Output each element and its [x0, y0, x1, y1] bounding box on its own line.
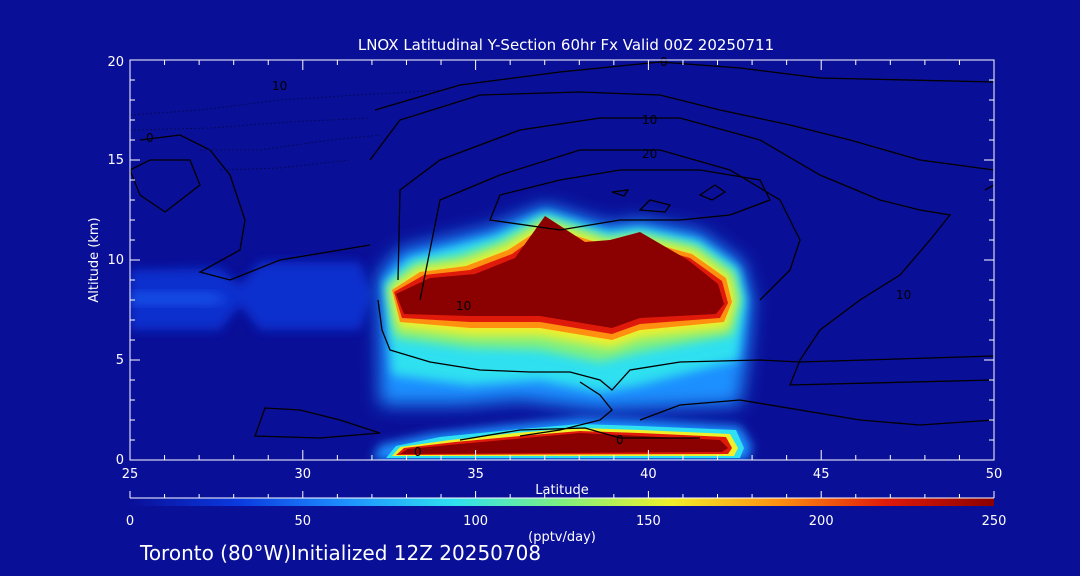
- contour-label: 0: [414, 445, 422, 459]
- x-tick-label: 45: [813, 467, 830, 482]
- y-tick-label: 15: [107, 153, 124, 168]
- chart-title: LNOX Latitudinal Y-Section 60hr Fx Valid…: [358, 36, 774, 54]
- x-tick-label: 25: [122, 467, 139, 482]
- colorbar: [130, 498, 994, 506]
- contour-lines: [130, 61, 994, 441]
- colorbar-tick-label: 200: [809, 514, 834, 529]
- y-tick-labels: 0 5 10 15 20: [107, 55, 124, 468]
- core-max-region: [396, 216, 724, 328]
- dashed-contours: [130, 89, 441, 171]
- x-tick-label: 50: [986, 467, 1003, 482]
- contour-label: 0: [660, 55, 668, 69]
- colorbar-tick-label: 50: [295, 514, 312, 529]
- y-tick-label: 20: [107, 55, 124, 70]
- colorbar-tick-label: 150: [636, 514, 661, 529]
- initialization-footer: Toronto (80°W)Initialized 12Z 20250708: [140, 541, 542, 565]
- contour-label: 20: [642, 147, 657, 161]
- x-axis-label: Latitude: [535, 483, 589, 498]
- contour-labels: 0 10 20 10 10 0 10 0 0: [146, 55, 911, 459]
- colorbar-tick-label: 250: [982, 514, 1007, 529]
- y-tick-label: 10: [107, 253, 124, 268]
- contour-label: 0: [616, 433, 624, 447]
- y-tick-label: 5: [116, 353, 124, 368]
- heatmap-field: [130, 205, 752, 460]
- x-tick-labels: 25 30 35 40 45 50: [122, 467, 1003, 482]
- contour-label: 10: [272, 79, 287, 93]
- contour-label: 10: [896, 288, 911, 302]
- axis-ticks: [129, 59, 995, 498]
- y-axis-label: Altitude (km): [87, 217, 102, 302]
- contour-label: 10: [456, 299, 471, 313]
- contour-label: 10: [642, 113, 657, 127]
- x-tick-label: 30: [295, 467, 312, 482]
- colorbar-tick-label: 0: [126, 514, 134, 529]
- colorbar-units-label: (pptv/day): [528, 530, 596, 545]
- contour-label: 0: [146, 131, 154, 145]
- weak-western-band: [130, 262, 372, 330]
- y-tick-label: 0: [116, 453, 124, 468]
- x-tick-label: 40: [640, 467, 657, 482]
- colorbar-tick-labels: 0 50 100 150 200 250: [126, 514, 1007, 529]
- x-tick-label: 35: [467, 467, 484, 482]
- colorbar-tick-label: 100: [463, 514, 488, 529]
